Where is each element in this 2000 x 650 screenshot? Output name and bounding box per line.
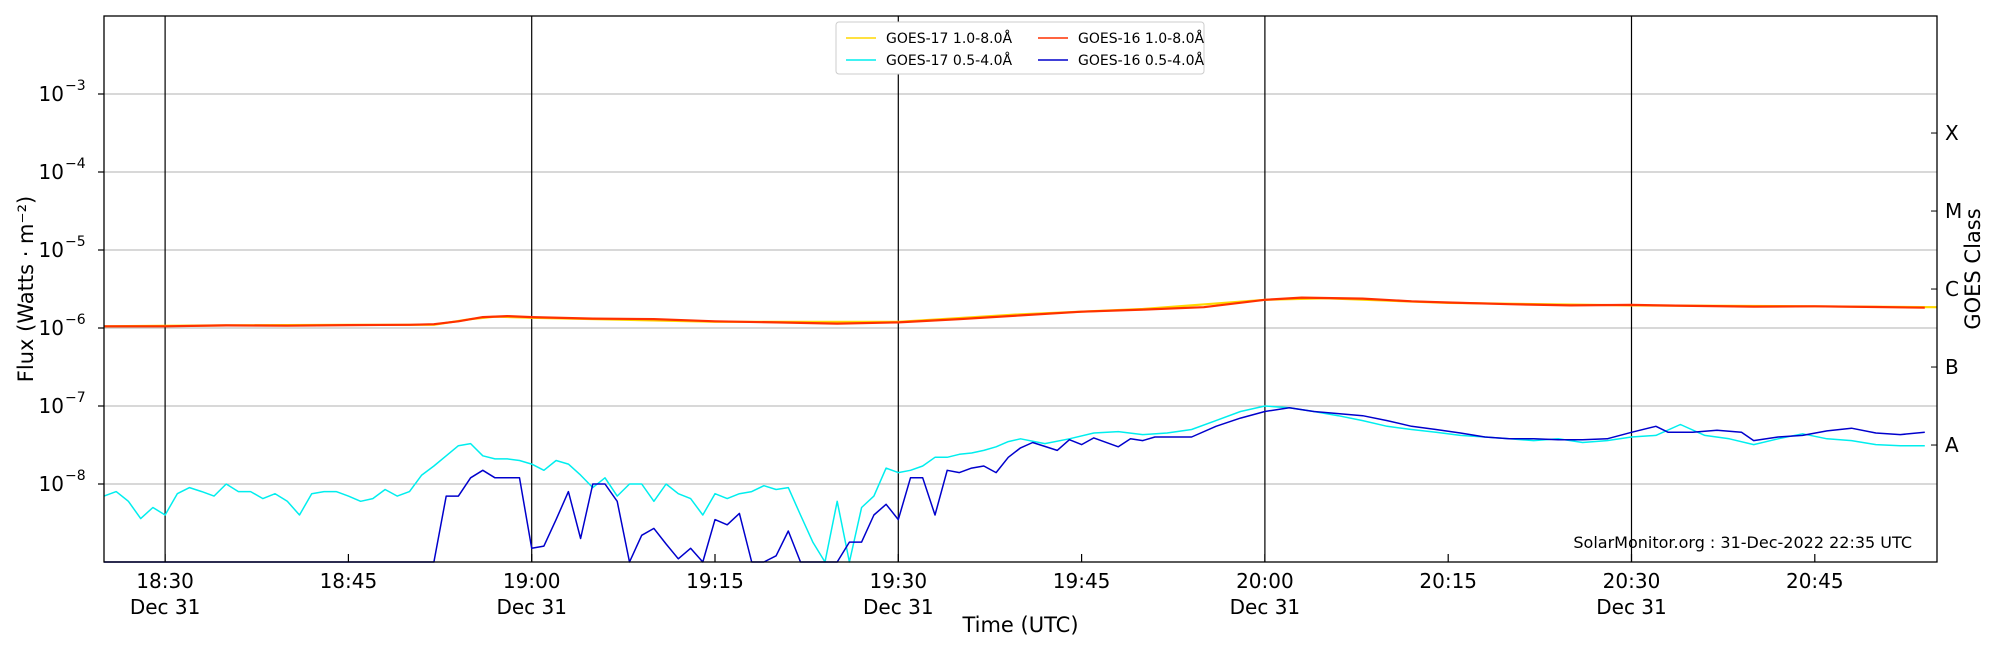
goes-class-axis-title: GOES Class <box>1961 208 1985 329</box>
vertical-markers <box>164 16 1633 562</box>
y-tick-exponent: −8 <box>65 468 86 484</box>
series-layer <box>103 296 1938 563</box>
x-axis-title: Time (UTC) <box>961 613 1078 637</box>
x-tick-label: 19:45 <box>1053 569 1111 593</box>
y-tick-label: 10 <box>39 394 64 418</box>
x-tick-label: 20:00 <box>1236 569 1294 593</box>
y-tick-exponent: −6 <box>65 312 86 328</box>
legend-entry-label: GOES-17 1.0-8.0Å <box>886 30 1012 47</box>
goes-class-label: M <box>1945 199 1962 223</box>
x-tick-label: 20:15 <box>1419 569 1477 593</box>
legend: GOES-17 1.0-8.0Å GOES-16 1.0-8.0Å GOES-17 … <box>835 21 1205 75</box>
legend-box <box>835 21 1205 75</box>
goes-class-label: A <box>1945 433 1959 457</box>
y-tick-label: 10 <box>39 238 64 262</box>
x-tick-label: 20:45 <box>1786 569 1844 593</box>
series-line <box>104 406 1925 563</box>
goes-class-labels: A B C M X <box>1931 121 1962 457</box>
y-tick-exponent: −3 <box>65 78 86 94</box>
legend-entry-label: GOES-16 1.0-8.0Å <box>1078 30 1204 47</box>
goes-class-label: X <box>1945 121 1959 145</box>
y-tick-label: 10 <box>39 472 64 496</box>
goes-class-label: C <box>1945 277 1959 301</box>
x-tick-label: 19:30 <box>869 569 927 593</box>
legend-entry-label: GOES-16 0.5-4.0Å <box>1078 52 1204 69</box>
y-tick-label: 10 <box>39 316 64 340</box>
y-axis-title: Flux (Watts · m⁻²) <box>14 196 38 382</box>
x-tick-label: 19:15 <box>686 569 744 593</box>
y-tick-label: 10 <box>39 160 64 184</box>
goes-class-label: B <box>1945 355 1959 379</box>
x-tick-date-label: Dec 31 <box>863 595 934 619</box>
y-axis-ticks: 10−810−710−610−510−410−3 <box>39 78 104 496</box>
series-line <box>103 405 1925 563</box>
credit-label: SolarMonitor.org : 31-Dec-2022 22:35 UTC <box>1573 533 1912 552</box>
x-tick-date-label: Dec 31 <box>1596 595 1667 619</box>
x-tick-label: 19:00 <box>503 569 561 593</box>
x-tick-label: 18:30 <box>136 569 194 593</box>
x-tick-date-label: Dec 31 <box>1230 595 1301 619</box>
y-tick-exponent: −4 <box>65 156 86 172</box>
y-tick-exponent: −7 <box>65 390 86 406</box>
series-line <box>104 296 1925 328</box>
legend-entry-label: GOES-17 0.5-4.0Å <box>886 52 1012 69</box>
x-tick-label: 20:30 <box>1603 569 1661 593</box>
y-tick-exponent: −5 <box>65 234 86 250</box>
x-tick-label: 18:45 <box>320 569 378 593</box>
x-tick-date-label: Dec 31 <box>496 595 567 619</box>
y-tick-label: 10 <box>39 82 64 106</box>
x-tick-date-label: Dec 31 <box>130 595 201 619</box>
